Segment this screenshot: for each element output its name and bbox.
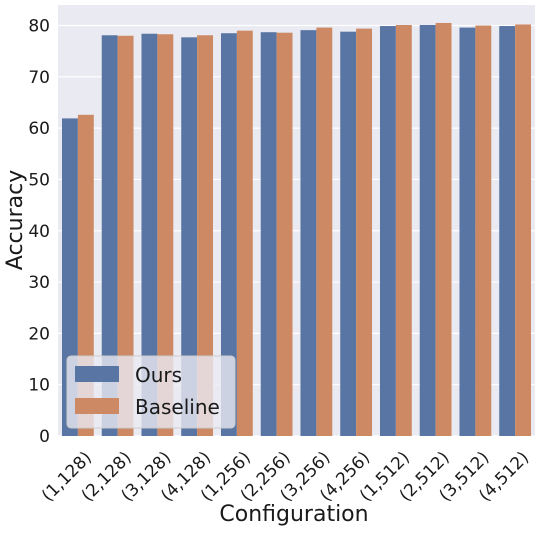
bar-ours-3: [181, 37, 198, 436]
y-tick-label: 0: [39, 427, 50, 447]
y-tick-label: 70: [28, 68, 50, 88]
bar-baseline-2: [157, 34, 174, 436]
bar-baseline-10: [475, 25, 492, 437]
y-tick-label: 20: [28, 324, 50, 344]
bar-baseline-6: [316, 27, 333, 436]
y-tick-label: 50: [28, 170, 50, 190]
y-tick-label: 40: [28, 222, 50, 242]
bar-baseline-9: [435, 22, 452, 436]
legend-swatch-baseline: [75, 398, 119, 414]
bar-baseline-1: [117, 35, 134, 437]
y-axis-label: Accuracy: [3, 170, 28, 270]
legend-swatch-ours: [75, 366, 119, 382]
y-tick-label: 60: [28, 119, 50, 139]
bar-baseline-4: [236, 30, 253, 437]
bar-baseline-3: [197, 35, 214, 437]
legend: Ours Baseline: [66, 355, 236, 429]
bar-ours-11: [499, 26, 516, 437]
bar-ours-6: [300, 30, 317, 437]
y-tick-label: 30: [28, 273, 50, 293]
bar-baseline-7: [356, 28, 373, 436]
y-tick-label: 80: [28, 17, 50, 37]
bar-ours-7: [340, 31, 357, 437]
x-axis-label: Configuration: [219, 502, 368, 527]
bar-baseline-8: [395, 25, 412, 437]
bar-ours-8: [379, 26, 396, 437]
bars: [61, 22, 532, 437]
bar-ours-2: [141, 33, 158, 436]
bar-ours-4: [220, 33, 237, 436]
bar-ours-10: [459, 27, 476, 436]
legend-label-ours: Ours: [135, 363, 182, 387]
y-tick-labels: 0 10 20 30 40 50 60 70 80: [28, 17, 50, 447]
legend-label-baseline: Baseline: [135, 395, 220, 419]
x-tick-labels: (1,128)(2,128)(3,128)(4,128)(1,256)(2,25…: [38, 448, 533, 506]
bar-baseline-5: [276, 32, 293, 436]
bar-ours-9: [419, 25, 436, 437]
bar-ours-1: [101, 35, 118, 437]
bar-baseline-11: [515, 24, 532, 436]
bar-ours-5: [260, 32, 277, 437]
grid-lines: [58, 24, 535, 437]
y-tick-label: 10: [28, 376, 50, 396]
